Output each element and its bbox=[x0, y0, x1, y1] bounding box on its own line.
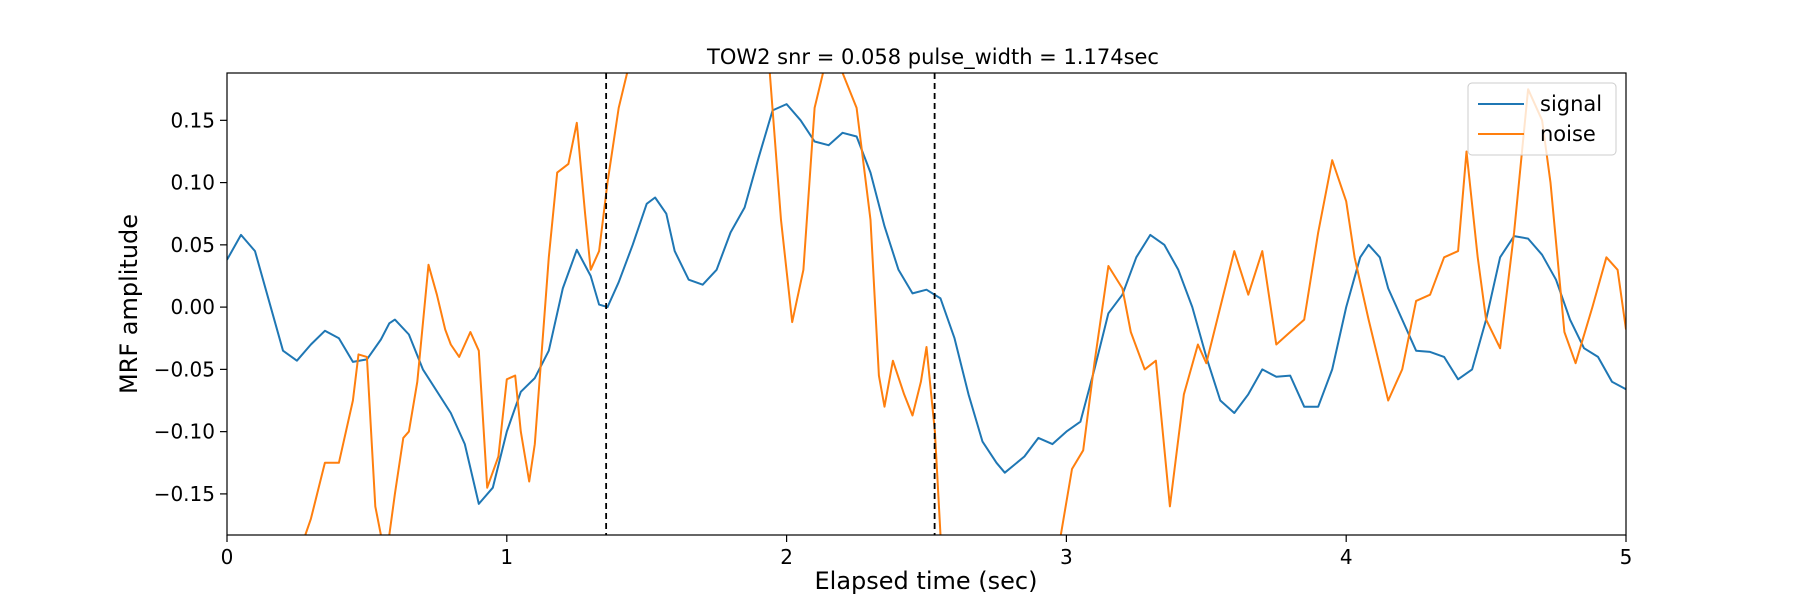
x-tick-label: 3 bbox=[1060, 545, 1073, 569]
series-line-noise-4 bbox=[1059, 88, 1626, 535]
y-tick-label: −0.10 bbox=[154, 420, 215, 444]
legend-label-noise: noise bbox=[1540, 122, 1596, 146]
chart-title: TOW2 snr = 0.058 pulse_width = 1.174sec bbox=[706, 45, 1159, 70]
series-line-signal bbox=[227, 103, 1626, 505]
y-axis-label: MRF amplitude bbox=[115, 214, 143, 394]
series-line-noise bbox=[304, 353, 382, 535]
x-tick-label: 2 bbox=[780, 545, 793, 569]
y-tick-label: 0.05 bbox=[170, 233, 215, 257]
plot-frame bbox=[226, 72, 1627, 536]
x-tick-label: 1 bbox=[500, 545, 513, 569]
x-tick-label: 4 bbox=[1340, 545, 1353, 569]
legend-label-signal: signal bbox=[1540, 92, 1602, 116]
y-tick-label: 0.15 bbox=[170, 108, 215, 132]
y-tick-label: 0.00 bbox=[170, 295, 215, 319]
y-tick-label: 0.10 bbox=[170, 171, 215, 195]
x-axis-label: Elapsed time (sec) bbox=[815, 567, 1038, 595]
series-line-noise-2 bbox=[768, 73, 824, 324]
y-tick-label: −0.15 bbox=[154, 482, 215, 506]
x-tick-label: 0 bbox=[221, 545, 234, 569]
y-tick-label: −0.05 bbox=[154, 357, 215, 381]
legend: signal noise bbox=[1467, 82, 1617, 156]
series-line-noise-1 bbox=[388, 73, 629, 535]
series-line-noise-3 bbox=[841, 73, 942, 535]
legend-box bbox=[1467, 82, 1617, 156]
x-tick-label: 5 bbox=[1620, 545, 1633, 569]
